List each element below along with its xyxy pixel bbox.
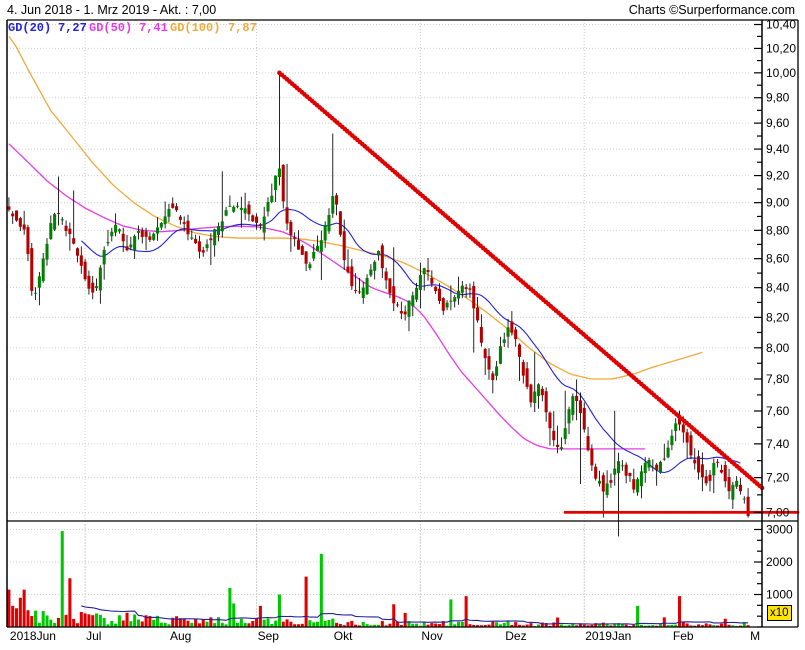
svg-text:7,20: 7,20 bbox=[766, 471, 790, 485]
svg-text:7,80: 7,80 bbox=[766, 372, 790, 386]
svg-text:M: M bbox=[750, 629, 760, 643]
svg-text:Aug: Aug bbox=[170, 629, 191, 643]
svg-text:9,40: 9,40 bbox=[766, 142, 790, 156]
svg-text:9,20: 9,20 bbox=[766, 169, 790, 183]
svg-text:7,00: 7,00 bbox=[766, 505, 790, 519]
svg-text:8,80: 8,80 bbox=[766, 223, 790, 237]
svg-text:7,60: 7,60 bbox=[766, 404, 790, 418]
svg-text:2018Jun: 2018Jun bbox=[10, 629, 56, 643]
svg-text:Jul: Jul bbox=[86, 629, 101, 643]
svg-text:9,00: 9,00 bbox=[766, 196, 790, 210]
svg-text:Sep: Sep bbox=[258, 629, 280, 643]
svg-text:Dez: Dez bbox=[505, 629, 526, 643]
svg-text:9,80: 9,80 bbox=[766, 91, 790, 105]
svg-text:8,00: 8,00 bbox=[766, 341, 790, 355]
svg-text:2019Jan: 2019Jan bbox=[585, 629, 631, 643]
svg-text:1000: 1000 bbox=[766, 588, 793, 602]
svg-text:10,00: 10,00 bbox=[766, 66, 796, 80]
svg-text:10,40: 10,40 bbox=[766, 18, 796, 32]
svg-text:10,20: 10,20 bbox=[766, 41, 796, 55]
svg-text:7,40: 7,40 bbox=[766, 437, 790, 451]
svg-text:9,60: 9,60 bbox=[766, 116, 790, 130]
svg-text:Feb: Feb bbox=[673, 629, 694, 643]
svg-text:8,60: 8,60 bbox=[766, 252, 790, 266]
svg-text:Nov: Nov bbox=[421, 629, 442, 643]
svg-text:3000: 3000 bbox=[766, 523, 793, 537]
svg-text:8,40: 8,40 bbox=[766, 281, 790, 295]
svg-text:8,20: 8,20 bbox=[766, 310, 790, 324]
svg-text:Okt: Okt bbox=[334, 629, 353, 643]
svg-text:2000: 2000 bbox=[766, 555, 793, 569]
